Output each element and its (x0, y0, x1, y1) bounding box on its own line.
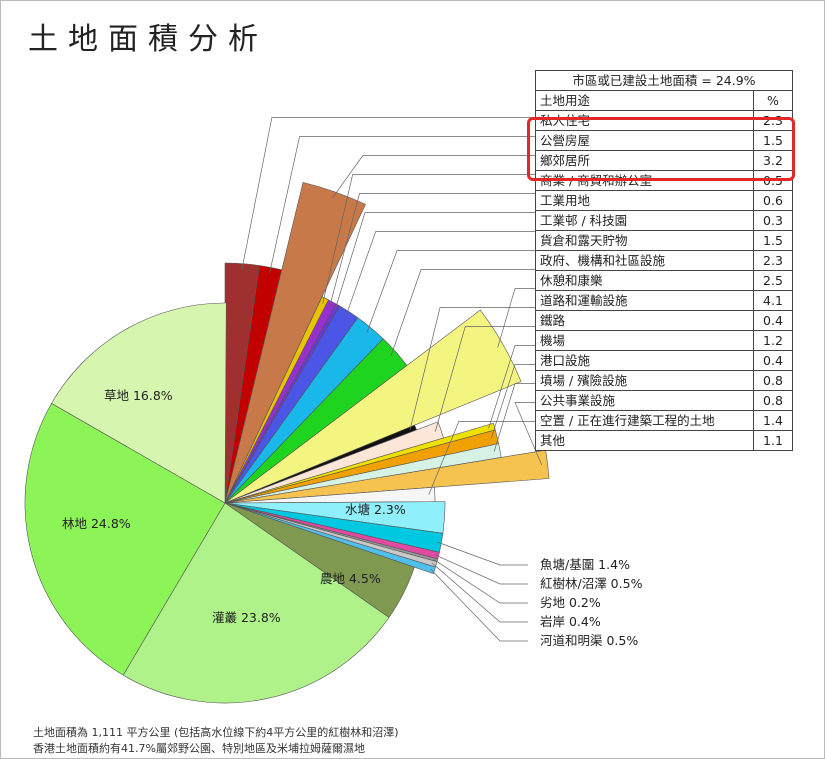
urban-wedge (224, 181, 366, 504)
natural-slice (51, 302, 227, 504)
table-cell-label: 政府、機構和社區設施 (535, 250, 754, 271)
leader-line (434, 554, 528, 585)
table-cell-label: 墳場 / 殯險設施 (535, 370, 754, 391)
table-cell-value: 3.2 (753, 150, 793, 171)
footnote-parks: 香港土地面積約有41.7%屬郊野公園、特別地區及米埔拉姆薩爾濕地 (33, 742, 365, 755)
leader-line (345, 231, 535, 317)
leader-line (428, 421, 535, 495)
leader-line (322, 174, 535, 304)
table-cell-value: 0.8 (753, 370, 793, 391)
table-cell-label: 港口設施 (535, 350, 754, 371)
table-caption: 市區或已建設土地面積 = 24.9% (535, 70, 793, 91)
leader-line (430, 568, 528, 642)
table-row: 機場 1.2 (535, 330, 793, 351)
table-header-row: 土地用途 % (535, 90, 793, 111)
table-cell-label: 空置 / 正在進行建築工程的土地 (535, 410, 754, 431)
slice-label: 林地 24.8% (62, 516, 131, 531)
table-cell-value: 0.3 (753, 210, 793, 231)
table-cell-label: 貨倉和露天貯物 (535, 230, 754, 251)
slice-label: 草地 16.8% (104, 388, 173, 403)
chart-title: 土地面積分析 (28, 22, 268, 57)
leader-line (390, 269, 535, 356)
table-row: 休憩和康樂 2.5 (535, 270, 793, 291)
table-cell-value: 1.2 (753, 330, 793, 351)
leader-line (241, 117, 535, 270)
table-cell-label: 道路和運輸設施 (535, 290, 754, 311)
table-row: 公共事業設施 0.8 (535, 390, 793, 411)
table-cell-value: 0.4 (753, 350, 793, 371)
table-cell-value: 0.4 (753, 310, 793, 331)
table-row: 鄉郊居所 3.2 (535, 150, 793, 171)
slice-label: 岩岸 0.4% (540, 614, 601, 629)
leader-line (269, 136, 535, 274)
leader-line (488, 345, 535, 429)
table-cell-label: 工業用地 (535, 190, 754, 211)
slice-label: 紅樹林/沼澤 0.5% (540, 576, 643, 591)
leader-line (334, 212, 535, 311)
slice-label: 農地 4.5% (320, 571, 381, 586)
leader-line (434, 326, 535, 432)
leader-line (490, 364, 535, 439)
natural-slice (24, 402, 226, 676)
table-cell-value: 0.6 (753, 190, 793, 211)
leader-line (433, 559, 528, 604)
table-row: 道路和運輸設施 4.1 (535, 290, 793, 311)
table-cell-value: 2.3 (753, 250, 793, 271)
urban-wedge (224, 309, 522, 504)
table-header-use: 土地用途 (535, 90, 754, 111)
leader-line (497, 288, 535, 348)
table-cell-value: 0.8 (753, 390, 793, 411)
table-cell-label: 其他 (535, 430, 754, 451)
table-row: 工業邨 / 科技園 0.3 (535, 210, 793, 231)
slice-label: 劣地 0.2% (540, 595, 601, 610)
table-cell-label: 機場 (535, 330, 754, 351)
table-cell-label: 公共事業設施 (535, 390, 754, 411)
urban-land-table: 市區或已建設土地面積 = 24.9% 土地用途 % 私人住宅 2.3 公營房屋 1.5… (535, 70, 793, 451)
table-row: 港口設施 0.4 (535, 350, 793, 371)
slice-label: 水塘 2.3% (345, 502, 406, 517)
leader-line (332, 155, 535, 198)
table-row: 工業用地 0.6 (535, 190, 793, 211)
highlight-box (527, 117, 795, 181)
natural-slice (122, 502, 390, 704)
table-cell-value: 2.5 (753, 270, 793, 291)
table-caption-row: 市區或已建設土地面積 = 24.9% (535, 70, 793, 91)
table-row: 政府、機構和社區設施 2.3 (535, 250, 793, 271)
table-row: 鐵路 0.4 (535, 310, 793, 331)
table-cell-value: 1.5 (753, 230, 793, 251)
leader-line (437, 541, 528, 566)
table-row: 空置 / 正在進行建築工程的土地 1.4 (535, 410, 793, 431)
leader-line (329, 193, 535, 308)
table-cell-label: 鐵路 (535, 310, 754, 331)
leader-line (409, 307, 535, 430)
table-row: 其他 1.1 (535, 430, 793, 451)
leader-line (366, 250, 535, 333)
leader-line (493, 383, 535, 452)
table-cell-value: 2.3 (753, 110, 793, 131)
table-row: 墳場 / 殯險設施 0.8 (535, 370, 793, 391)
leader-line (432, 562, 528, 623)
slice-label: 魚塘/基圍 1.4% (540, 557, 630, 572)
slice-label: 河道和明渠 0.5% (540, 633, 638, 648)
slice-label: 灌叢 23.8% (212, 610, 281, 625)
table-cell-value: 1.4 (753, 410, 793, 431)
footnote-area: 土地面積為 1,111 平方公里 (包括高水位線下約4平方公里的紅樹林和沼澤) (33, 726, 399, 739)
table-cell-value: 4.1 (753, 290, 793, 311)
leader-line (514, 402, 543, 466)
table-row: 貨倉和露天貯物 1.5 (535, 230, 793, 251)
table-cell-label: 工業邨 / 科技園 (535, 210, 754, 231)
table-cell-value: 1.1 (753, 430, 793, 451)
table-cell-label: 休憩和康樂 (535, 270, 754, 291)
table-header-percent: % (753, 90, 793, 111)
